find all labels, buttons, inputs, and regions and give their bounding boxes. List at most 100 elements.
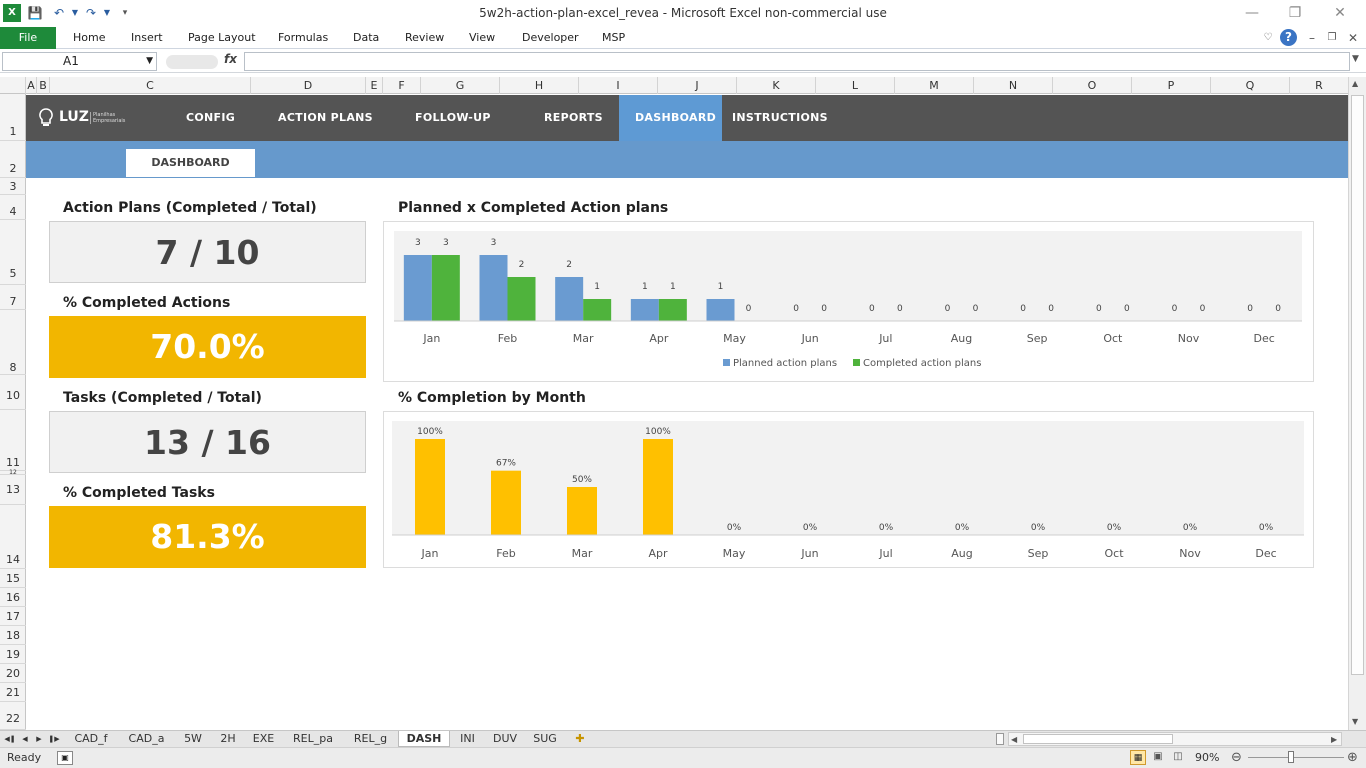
horizontal-scrollbar[interactable]: ◀ ▶ — [1008, 732, 1342, 746]
column-header[interactable]: B — [37, 77, 50, 94]
row-header[interactable]: 8 — [0, 310, 26, 375]
column-header[interactable]: N — [974, 77, 1053, 94]
zoom-in-icon[interactable]: ⊕ — [1347, 750, 1358, 765]
horizontal-scroll-thumb[interactable] — [1023, 734, 1173, 744]
row-header[interactable]: 12 — [0, 470, 26, 476]
next-sheet-icon[interactable]: ▶ — [36, 735, 42, 743]
scroll-down-icon[interactable]: ▼ — [1352, 717, 1359, 726]
save-icon[interactable]: 💾 — [27, 6, 43, 20]
row-header[interactable]: 10 — [0, 375, 26, 410]
row-header[interactable]: 17 — [0, 607, 26, 626]
row-header[interactable]: 1 — [0, 94, 26, 141]
column-header[interactable]: K — [737, 77, 816, 94]
row-header[interactable]: 18 — [0, 626, 26, 645]
tab-formulas[interactable]: Formulas — [278, 31, 329, 44]
sheet-tab-2h[interactable]: 2H — [220, 732, 236, 745]
restore-icon[interactable]: ❐ — [1288, 5, 1302, 21]
nav-instructions[interactable]: INSTRUCTIONS — [732, 111, 828, 124]
sheet-tab-dash[interactable]: DASH — [398, 731, 450, 747]
formula-input[interactable] — [244, 52, 1350, 71]
scroll-thumb[interactable] — [1351, 95, 1364, 675]
zoom-out-icon[interactable]: ⊖ — [1231, 750, 1242, 765]
row-header[interactable]: 5 — [0, 220, 26, 285]
row-header[interactable]: 21 — [0, 683, 26, 702]
scroll-up-icon[interactable]: ▲ — [1352, 79, 1359, 88]
page-break-view-icon[interactable]: ◫ — [1173, 751, 1183, 762]
column-header[interactable]: O — [1053, 77, 1132, 94]
zoom-slider[interactable] — [1248, 757, 1344, 758]
row-header[interactable]: 11 — [0, 410, 26, 471]
page-layout-view-icon[interactable]: ▣ — [1153, 751, 1163, 762]
subtab-dashboard[interactable]: DASHBOARD — [126, 149, 255, 177]
sheet-tab-rel-g[interactable]: REL_g — [353, 732, 388, 745]
prev-sheet-icon[interactable]: ◀ — [22, 735, 28, 743]
tab-data[interactable]: Data — [353, 31, 380, 44]
zoom-slider-thumb[interactable] — [1288, 751, 1294, 763]
window-minimize-icon[interactable]: – — [1309, 31, 1315, 45]
column-header[interactable]: F — [383, 77, 421, 94]
nav-dashboard[interactable]: DASHBOARD — [635, 111, 717, 124]
undo-dropdown-icon[interactable]: ▼ — [71, 8, 79, 17]
column-header[interactable]: P — [1132, 77, 1211, 94]
window-close-icon[interactable]: ✕ — [1347, 31, 1359, 45]
row-header[interactable]: 2 — [0, 141, 26, 178]
tab-page-layout[interactable]: Page Layout — [188, 31, 256, 44]
tab-review[interactable]: Review — [405, 31, 445, 44]
zoom-level[interactable]: 90% — [1195, 751, 1220, 764]
tab-home[interactable]: Home — [73, 31, 106, 44]
macro-record-icon[interactable]: ▣ — [57, 751, 73, 765]
column-header[interactable]: E — [366, 77, 383, 94]
select-all-corner[interactable] — [0, 77, 26, 94]
name-box-dropdown-icon[interactable]: ▼ — [146, 56, 153, 66]
formula-bar-handle[interactable] — [166, 55, 218, 69]
column-header[interactable]: H — [500, 77, 579, 94]
row-header[interactable]: 7 — [0, 285, 26, 310]
nav-reports[interactable]: REPORTS — [544, 111, 603, 124]
close-icon[interactable]: ✕ — [1334, 5, 1346, 21]
sheet-tab-duv[interactable]: DUV — [492, 732, 518, 745]
redo-dropdown-icon[interactable]: ▼ — [103, 8, 111, 17]
file-tab[interactable]: File — [0, 27, 56, 49]
nav-action-plans[interactable]: ACTION PLANS — [278, 111, 373, 124]
ribbon-collapse-icon[interactable]: ♡ — [1263, 32, 1273, 43]
last-sheet-icon[interactable]: ❚▶ — [48, 735, 60, 743]
column-header[interactable]: Q — [1211, 77, 1290, 94]
sheet-tab-5w[interactable]: 5W — [184, 732, 202, 745]
tab-insert[interactable]: Insert — [131, 31, 163, 44]
redo-icon[interactable]: ↷ — [85, 6, 97, 20]
column-header[interactable]: M — [895, 77, 974, 94]
column-header[interactable]: I — [579, 77, 658, 94]
insert-function-icon[interactable]: fx — [224, 52, 237, 66]
minimize-icon[interactable]: — — [1245, 5, 1259, 21]
row-header[interactable]: 4 — [0, 195, 26, 220]
scroll-right-icon[interactable]: ▶ — [1331, 735, 1338, 744]
customize-toolbar-icon[interactable]: ▾ — [122, 8, 128, 18]
column-header[interactable]: C — [50, 77, 251, 94]
sheet-tab-sug[interactable]: SUG — [533, 732, 557, 745]
column-header[interactable]: G — [421, 77, 500, 94]
tab-msp[interactable]: MSP — [602, 31, 626, 44]
column-header[interactable]: R — [1315, 79, 1323, 92]
nav-follow-up[interactable]: FOLLOW-UP — [415, 111, 491, 124]
column-header[interactable]: D — [251, 77, 366, 94]
first-sheet-icon[interactable]: ◀❚ — [4, 735, 16, 743]
chart-planned-completed[interactable]: 3 3 Jan 3 2 Feb 2 1 Mar 1 1 Apr 1 0 May 0 0 Jun 0 0 Jul 0 0 Aug… — [383, 221, 1314, 382]
chart-completion-by-month[interactable]: 100% Jan 67% Feb 50% Mar 100% Apr 0% May 0% Jun 0% Ju… — [383, 411, 1314, 568]
vertical-scrollbar[interactable]: ▲ ▼ — [1348, 77, 1366, 730]
sheet-tab-cad-a[interactable]: CAD_a — [128, 732, 165, 745]
help-icon[interactable]: ? — [1280, 29, 1297, 46]
sheet-tab-rel-pa[interactable]: REL_pa — [293, 732, 333, 745]
row-header[interactable]: 16 — [0, 588, 26, 607]
window-restore-icon[interactable]: ❐ — [1327, 32, 1337, 43]
column-header[interactable]: J — [658, 77, 737, 94]
tab-split-handle[interactable] — [996, 733, 1004, 745]
row-header[interactable]: 20 — [0, 664, 26, 683]
nav-config[interactable]: CONFIG — [186, 111, 236, 124]
row-header[interactable]: 22 — [0, 702, 26, 730]
sheet-tab-cad-f[interactable]: CAD_f — [74, 732, 108, 745]
row-header[interactable]: 3 — [0, 178, 26, 195]
column-header[interactable]: A — [26, 77, 37, 94]
formula-expand-icon[interactable]: ▼ — [1352, 54, 1359, 64]
row-header[interactable]: 15 — [0, 569, 26, 588]
column-header[interactable]: L — [816, 77, 895, 94]
